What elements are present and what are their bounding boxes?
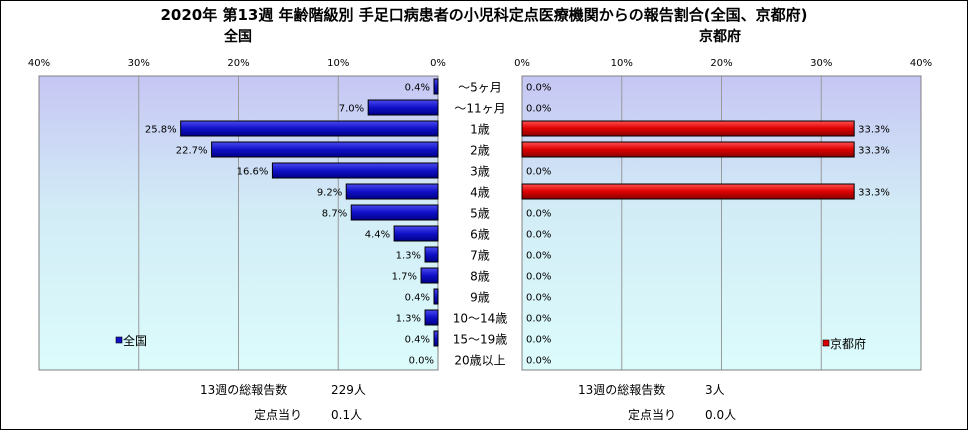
national-data-label: 7.0% <box>339 104 364 115</box>
age-category-label: 7歳 <box>470 249 490 263</box>
kyoto-data-label: 0.0% <box>526 356 551 367</box>
national-axis-ticks: 40% 30% 20% 10% 0% <box>28 58 446 69</box>
kyoto-bar <box>521 183 855 200</box>
national-bar <box>180 120 439 137</box>
kyoto-data-label: 0.0% <box>526 335 551 346</box>
age-category-label: 10～14歳 <box>453 312 508 326</box>
kyoto-data-label: 33.3% <box>858 146 890 157</box>
kyoto-tick-label: 20% <box>710 58 732 69</box>
kyoto-legend-label: 京都府 <box>830 336 866 351</box>
national-data-label: 0.0% <box>409 356 434 367</box>
kyoto-data-label: 0.0% <box>526 104 551 115</box>
age-category-label: 5歳 <box>470 207 490 221</box>
chart-title: 2020年 第13週 年齢階級別 手足口病患者の小児科定点医療機関からの報告割合… <box>160 6 807 24</box>
national-data-label: 22.7% <box>176 146 208 157</box>
kyoto-bar <box>521 120 855 137</box>
age-category-label: 4歳 <box>470 186 490 200</box>
age-category-label: 15～19歳 <box>453 333 508 347</box>
age-category-label: 6歳 <box>470 228 490 242</box>
national-total-label: 13週の総報告数 <box>200 383 288 397</box>
kyoto-data-label: 0.0% <box>526 230 551 241</box>
age-category-label: 9歳 <box>470 291 490 305</box>
national-bars: 0.4% 7.0% 25.8% 22.7% 16.6% 9.2% 8.7% 4.4% 1.3% 1… <box>145 78 439 367</box>
kyoto-subtitle: 京都府 <box>699 28 741 45</box>
national-plot-border <box>38 75 439 371</box>
national-data-label: 4.4% <box>365 230 390 241</box>
national-total-value: 229人 <box>331 383 366 397</box>
national-data-label: 25.8% <box>145 125 177 136</box>
national-legend-swatch <box>115 336 123 344</box>
kyoto-per-label: 定点当り <box>628 408 677 422</box>
age-category-label: ～11ヶ月 <box>454 102 505 116</box>
kyoto-bar <box>521 141 855 158</box>
kyoto-data-label: 33.3% <box>858 188 890 199</box>
national-tick-label: 10% <box>327 58 349 69</box>
kyoto-data-label: 0.0% <box>526 209 551 220</box>
kyoto-plot-border <box>521 75 922 371</box>
national-bar <box>271 162 439 179</box>
national-bar <box>211 141 439 158</box>
kyoto-data-label: 0.0% <box>526 314 551 325</box>
kyoto-tick-label: 40% <box>910 58 932 69</box>
kyoto-per-value: 0.0人 <box>705 408 737 422</box>
national-tick-label: 0% <box>430 58 446 69</box>
national-bar <box>345 183 439 200</box>
kyoto-tick-label: 10% <box>611 58 633 69</box>
national-subtitle: 全国 <box>223 28 252 45</box>
national-data-label: 8.7% <box>322 209 347 220</box>
national-tick-label: 20% <box>227 58 249 69</box>
national-bar <box>424 246 439 263</box>
age-category-label: 8歳 <box>470 270 490 284</box>
national-data-label: 0.4% <box>405 335 430 346</box>
kyoto-data-label: 0.0% <box>526 167 551 178</box>
national-data-label: 1.7% <box>392 272 417 283</box>
national-per-label: 定点当り <box>254 408 303 422</box>
kyoto-data-label: 0.0% <box>526 293 551 304</box>
kyoto-legend-swatch <box>822 339 830 347</box>
kyoto-tick-label: 30% <box>810 58 832 69</box>
national-bar <box>433 330 439 347</box>
national-bar <box>367 99 439 116</box>
kyoto-data-label: 0.0% <box>526 83 551 94</box>
national-bar <box>433 78 439 95</box>
national-data-label: 1.3% <box>396 314 421 325</box>
national-data-label: 16.6% <box>237 167 269 178</box>
national-bar <box>420 267 439 284</box>
kyoto-axis-ticks: 0% 10% 20% 30% 40% <box>514 58 932 69</box>
national-data-label: 0.4% <box>405 83 430 94</box>
kyoto-bars: 0.0% 0.0% 33.3% 33.3% 0.0% 33.3% 0.0% 0.0% 0.0% 0… <box>521 83 890 367</box>
national-legend-label: 全国 <box>123 333 147 348</box>
kyoto-total-label: 13週の総報告数 <box>578 383 666 397</box>
national-bar <box>350 204 439 221</box>
national-bar <box>424 309 439 326</box>
kyoto-total-value: 3人 <box>705 383 725 397</box>
national-bar <box>433 288 439 305</box>
national-data-label: 1.3% <box>396 251 421 262</box>
national-per-value: 0.1人 <box>331 408 363 422</box>
national-data-label: 9.2% <box>317 188 342 199</box>
age-category-label: 20歳以上 <box>454 354 505 368</box>
age-category-labels: ～5ヶ月 ～11ヶ月 1歳 2歳 3歳 4歳 5歳 6歳 7歳 8歳 9歳 10～14歳 15～19歳 2… <box>453 81 508 368</box>
age-category-label: 2歳 <box>470 144 490 158</box>
national-data-label: 0.4% <box>405 293 430 304</box>
national-tick-label: 30% <box>128 58 150 69</box>
kyoto-data-label: 0.0% <box>526 272 551 283</box>
kyoto-data-label: 0.0% <box>526 251 551 262</box>
national-tick-label: 40% <box>28 58 50 69</box>
national-bar <box>393 225 439 242</box>
age-category-label: ～5ヶ月 <box>458 81 502 95</box>
kyoto-data-label: 33.3% <box>858 125 890 136</box>
age-category-label: 1歳 <box>470 123 490 137</box>
kyoto-tick-label: 0% <box>514 58 530 69</box>
age-category-label: 3歳 <box>470 165 490 179</box>
